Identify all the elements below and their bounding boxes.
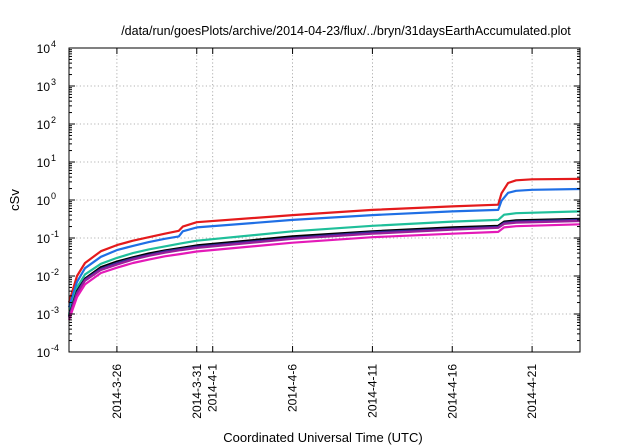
y-tick-exponent: 1 [51,153,56,163]
y-tick-exponent: -4 [51,343,59,353]
y-tick-label: 100 [37,191,56,208]
y-tick-exponent: 4 [51,39,56,49]
x-tick-label: 2014-4-16 [445,364,459,419]
series-line-1 [67,177,581,303]
x-tick-label: 2014-4-11 [365,364,379,418]
grid [69,48,580,352]
x-tick-label: 2014-3-26 [110,364,124,419]
y-tick-label: 10-4 [37,343,59,360]
y-tick-exponent: -2 [51,267,59,277]
x-tick-label: 2014-4-1 [206,364,220,412]
x-axis-label: Coordinated Universal Time (UTC) [223,430,422,445]
y-tick-exponent: -1 [51,229,59,239]
y-tick-label: 10-2 [37,267,59,284]
y-tick-label: 10-1 [37,229,59,246]
chart-title: /data/run/goesPlots/archive/2014-04-23/f… [121,24,571,38]
y-tick-label: 103 [37,77,56,94]
x-axis: 2014-3-26 2014-3-31 2014-4-1 2014-4-6 2014-4… [110,48,539,419]
x-tick-label: 2014-3-31 [190,364,204,419]
x-tick-label: 2014-4-21 [525,364,539,419]
y-tick-exponent: 3 [51,77,56,87]
y-axis-label: cSv [7,189,22,211]
y-tick-label: 101 [37,153,56,170]
y-tick-label: 10-3 [37,305,59,322]
series-line-2 [67,187,581,308]
y-tick-exponent: 2 [51,115,56,125]
series-line-7 [67,223,581,321]
y-tick-exponent: -3 [51,305,59,315]
series-line-4 [67,217,581,317]
y-tick-label: 102 [37,115,56,132]
y-tick-label: 104 [37,39,56,56]
series-line-6 [67,219,581,319]
series-line-3 [67,210,581,315]
series-group [67,177,581,321]
y-tick-exponent: 0 [51,191,56,201]
x-tick-label: 2014-4-6 [286,364,300,412]
